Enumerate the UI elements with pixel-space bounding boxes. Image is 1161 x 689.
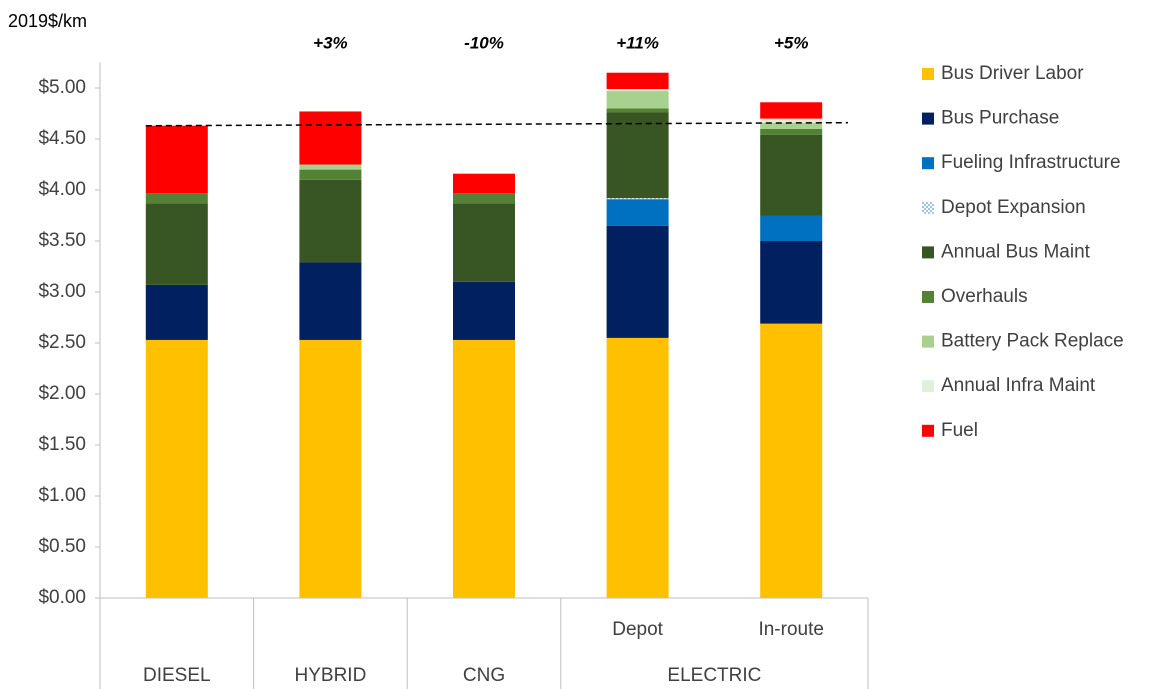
legend-label: Overhauls — [941, 286, 1028, 307]
bar-segment — [145, 284, 208, 340]
bar-segment — [299, 164, 362, 170]
legend-label: Annual Infra Maint — [941, 375, 1096, 396]
legend-label: Fueling Infrastructure — [941, 152, 1121, 173]
legend-label: Annual Bus Maint — [941, 241, 1091, 262]
legend-swatch — [922, 157, 934, 170]
legend-swatch — [922, 335, 934, 348]
legend-swatch — [922, 68, 934, 80]
bar-segment — [299, 262, 362, 340]
bar-segment — [606, 108, 669, 113]
legend-swatch — [922, 380, 934, 393]
bar-segment — [453, 173, 515, 194]
group-label: HYBRID — [295, 665, 367, 686]
y-tick-label: $0.50 — [38, 536, 86, 557]
legend-label: Battery Pack Replace — [941, 331, 1124, 352]
bar-segment — [299, 179, 362, 263]
annotation: +3% — [313, 33, 348, 52]
x-tick-label: Depot — [612, 619, 663, 640]
bar-segment — [760, 134, 823, 216]
legend-swatch — [922, 246, 934, 259]
annotation: +5% — [774, 33, 809, 52]
group-label: DIESEL — [143, 665, 211, 686]
legend-swatch — [922, 201, 934, 214]
annotation: -10% — [464, 33, 504, 52]
y-tick-label: $2.00 — [38, 383, 86, 404]
bar-segment — [453, 203, 515, 282]
bar-segment — [145, 203, 208, 285]
bar-segment — [299, 111, 362, 165]
bar-segment — [606, 72, 669, 90]
bar-segment — [299, 169, 362, 180]
annotation: +11% — [616, 33, 659, 52]
bar-segment — [453, 339, 515, 598]
legend-label: Depot Expansion — [941, 197, 1086, 218]
bar-segment — [760, 118, 823, 123]
group-label: CNG — [463, 665, 505, 686]
y-tick-label: $1.00 — [38, 485, 86, 506]
reference-line — [145, 121, 849, 127]
x-tick-label: In-route — [758, 619, 823, 640]
y-tick-label: $0.00 — [38, 587, 86, 608]
y-tick-label: $3.00 — [38, 281, 86, 302]
bar-segment — [453, 281, 515, 340]
bar-segment — [145, 125, 208, 194]
y-axis-label: 2019$/km — [8, 11, 87, 31]
bar-segment — [145, 339, 208, 598]
bar-segment — [453, 193, 515, 204]
legend-label: Bus Driver Labor — [941, 63, 1084, 84]
bar-segment — [606, 337, 669, 598]
y-tick-label: $5.00 — [38, 77, 86, 98]
bar-segment — [299, 339, 362, 598]
y-tick-label: $2.50 — [38, 332, 86, 353]
bar-segment — [145, 193, 208, 204]
bar-segment — [606, 89, 669, 92]
bar-segment — [760, 102, 823, 119]
bar-segment — [606, 112, 669, 199]
bar-segment — [606, 198, 669, 200]
legend-swatch — [922, 291, 934, 303]
bar-segment — [760, 241, 823, 324]
legend-label: Fuel — [941, 420, 978, 441]
bar-segment — [760, 215, 823, 241]
bar-segment — [606, 225, 669, 338]
y-tick-label: $4.00 — [38, 179, 86, 200]
legend-swatch — [922, 112, 934, 125]
bar-segment — [760, 128, 823, 135]
legend-label: Bus Purchase — [941, 108, 1059, 129]
y-tick-label: $3.50 — [38, 230, 86, 251]
bar-segment — [760, 323, 823, 598]
y-tick-label: $1.50 — [38, 434, 86, 455]
bar-segment — [606, 199, 669, 226]
y-tick-label: $4.50 — [38, 128, 86, 149]
group-label: ELECTRIC — [667, 665, 761, 686]
legend-swatch — [922, 424, 934, 437]
bar-segment — [760, 122, 823, 129]
bar-segment — [606, 91, 669, 109]
